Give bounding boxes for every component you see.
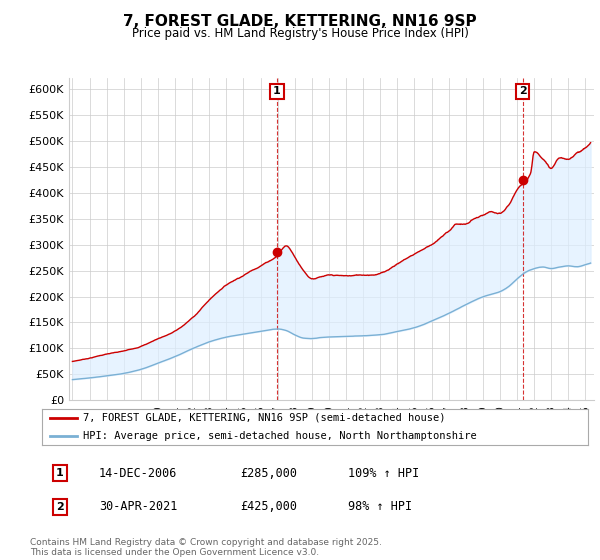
Text: 14-DEC-2006: 14-DEC-2006 (99, 466, 178, 480)
Text: Contains HM Land Registry data © Crown copyright and database right 2025.
This d: Contains HM Land Registry data © Crown c… (30, 538, 382, 557)
Text: 98% ↑ HPI: 98% ↑ HPI (348, 500, 412, 514)
Text: 2: 2 (519, 86, 527, 96)
Text: 30-APR-2021: 30-APR-2021 (99, 500, 178, 514)
Text: 109% ↑ HPI: 109% ↑ HPI (348, 466, 419, 480)
Text: 1: 1 (56, 468, 64, 478)
Text: 7, FOREST GLADE, KETTERING, NN16 9SP (semi-detached house): 7, FOREST GLADE, KETTERING, NN16 9SP (se… (83, 413, 445, 423)
Text: £285,000: £285,000 (240, 466, 297, 480)
Text: HPI: Average price, semi-detached house, North Northamptonshire: HPI: Average price, semi-detached house,… (83, 431, 476, 441)
Text: 1: 1 (273, 86, 281, 96)
Text: Price paid vs. HM Land Registry's House Price Index (HPI): Price paid vs. HM Land Registry's House … (131, 27, 469, 40)
Text: 7, FOREST GLADE, KETTERING, NN16 9SP: 7, FOREST GLADE, KETTERING, NN16 9SP (123, 14, 477, 29)
Text: £425,000: £425,000 (240, 500, 297, 514)
Text: 2: 2 (56, 502, 64, 512)
